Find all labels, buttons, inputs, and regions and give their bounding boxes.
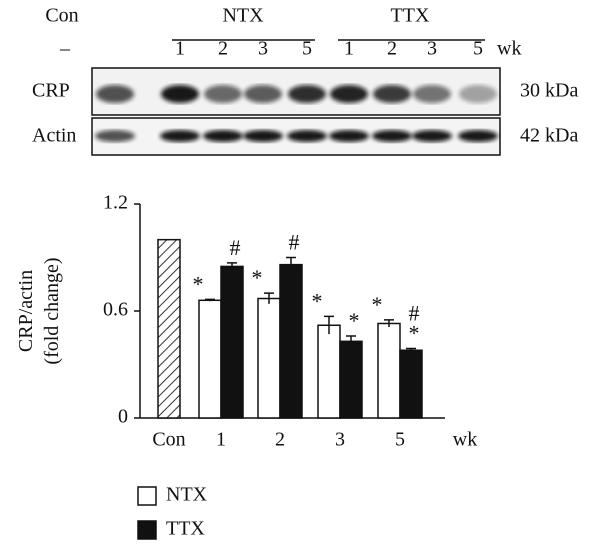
- band: [458, 130, 498, 142]
- lane-label: 5: [473, 38, 483, 60]
- band: [372, 130, 412, 142]
- lane-label: –: [59, 38, 71, 60]
- lane-label: 1: [344, 38, 354, 60]
- band: [413, 85, 451, 103]
- group-label: TTX: [391, 5, 430, 27]
- y-axis-label-line: CRP/actin: [15, 270, 37, 352]
- annotation: #: [289, 230, 300, 255]
- x-tick-label: Con: [152, 429, 185, 451]
- bar: [279, 263, 303, 419]
- row-label: CRP: [32, 80, 70, 102]
- y-tick-label: 0: [118, 406, 128, 428]
- band: [287, 130, 327, 142]
- lane-label: 3: [258, 38, 268, 60]
- group-label: Con: [45, 5, 78, 27]
- annotation: *: [349, 308, 360, 333]
- band: [412, 130, 452, 142]
- x-unit: wk: [453, 429, 477, 451]
- lane-label: 2: [387, 38, 397, 60]
- annotation: *: [409, 320, 420, 345]
- bar: [317, 324, 341, 419]
- error-bar: [406, 347, 416, 353]
- band: [373, 85, 411, 103]
- legend-label: TTX: [166, 518, 205, 540]
- lane-label: 2: [218, 38, 228, 60]
- control-bar: [157, 238, 181, 419]
- band: [459, 85, 497, 103]
- lane-label: 5: [302, 38, 312, 60]
- y-tick-label: 0.6: [103, 299, 128, 321]
- band: [244, 85, 282, 103]
- bar: [257, 297, 281, 419]
- error-bar: [346, 335, 356, 347]
- bar: [339, 340, 363, 419]
- size-label: 42 kDa: [520, 125, 578, 147]
- size-label: 30 kDa: [520, 80, 578, 102]
- y-axis-label-line: (fold change): [41, 257, 63, 364]
- error-bar: [264, 292, 274, 304]
- band: [288, 85, 326, 103]
- error-bar: [205, 298, 215, 302]
- annotation: #: [409, 300, 420, 325]
- group-label: NTX: [222, 5, 264, 27]
- lane-label: 3: [427, 38, 437, 60]
- band: [96, 85, 134, 103]
- lane-unit: wk: [497, 38, 521, 60]
- error-bar: [286, 256, 296, 272]
- y-axis-label: CRP/actin (fold change): [15, 257, 63, 364]
- bar: [377, 322, 401, 419]
- annotation: *: [252, 265, 263, 290]
- x-tick-label: 2: [275, 429, 285, 451]
- band: [95, 130, 135, 142]
- annotation: *: [193, 271, 204, 296]
- lane-label: 1: [175, 38, 185, 60]
- legend-label: NTX: [166, 484, 208, 506]
- error-bar: [384, 319, 394, 328]
- y-tick-label: 1.2: [103, 192, 128, 214]
- band: [329, 130, 369, 142]
- annotation: #: [230, 235, 241, 260]
- annotation: *: [372, 292, 383, 317]
- row-label: Actin: [32, 125, 76, 147]
- band: [160, 130, 200, 142]
- band: [203, 130, 243, 142]
- x-tick-label: 1: [216, 429, 226, 451]
- band: [330, 85, 368, 103]
- x-tick-label: 3: [335, 429, 345, 451]
- band: [161, 85, 199, 103]
- band: [243, 130, 283, 142]
- error-bar: [324, 315, 334, 335]
- annotation: *: [312, 288, 323, 313]
- x-tick-label: 5: [395, 429, 405, 451]
- legend-swatch: [137, 520, 157, 540]
- error-bar: [227, 262, 237, 270]
- bar: [220, 265, 244, 419]
- legend-swatch: [137, 486, 157, 506]
- bar: [399, 349, 423, 419]
- band: [204, 85, 242, 103]
- bar: [198, 299, 222, 419]
